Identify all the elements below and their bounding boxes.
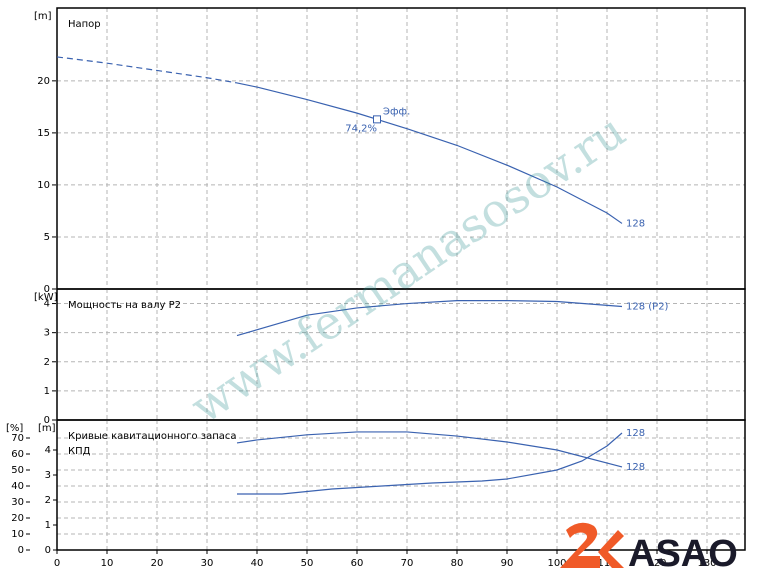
x-tick-label: 90 <box>501 558 514 569</box>
x-tick-label: 130 <box>697 558 716 569</box>
y-tick-label: 50 <box>11 465 24 476</box>
y-tick-label: 20 <box>37 76 50 87</box>
x-tick-label: 70 <box>401 558 414 569</box>
x-tick-label: 50 <box>301 558 314 569</box>
y-tick-label: 2 <box>44 357 50 368</box>
y-tick-label: 60 <box>11 449 24 460</box>
logo-icon <box>560 522 624 568</box>
curve <box>236 431 623 468</box>
y2-tick-label: 2 <box>45 495 51 506</box>
y-tick-label: 1 <box>44 386 50 397</box>
curve <box>236 300 623 337</box>
curve-label: 128 <box>626 462 645 473</box>
x-tick-label: 60 <box>351 558 364 569</box>
y-tick-label: 0 <box>44 284 50 295</box>
y-tick-label: 20 <box>11 513 24 524</box>
x-tick-label: 100 <box>547 558 566 569</box>
y-axis-label: [m] <box>34 11 52 22</box>
curve-label: 128 (P2) <box>626 301 669 312</box>
curve <box>56 56 238 84</box>
watermark: www.fermanasosov.ru <box>181 103 635 434</box>
y-tick-label: 70 <box>11 433 24 444</box>
efficiency-marker <box>373 115 381 124</box>
logo-text: ASAO <box>628 533 738 572</box>
x-tick-label: 110 <box>597 558 616 569</box>
curve <box>237 432 623 495</box>
y-tick-label: 4 <box>44 299 50 310</box>
annotation: 74,2% <box>345 123 377 134</box>
curve-label: 128 <box>626 218 645 229</box>
panel-subtitle: КПД <box>68 446 91 457</box>
panel-title: Мощность на валу P2 <box>68 300 181 311</box>
y2-axis-label: [m] <box>38 423 56 434</box>
x-tick-label: 20 <box>151 558 164 569</box>
x-tick-label: 0 <box>54 558 60 569</box>
panel-frame <box>56 419 746 551</box>
y-axis-label: [kW] <box>34 292 58 303</box>
x-tick-label: 10 <box>101 558 114 569</box>
annotation: Эфф. <box>383 106 410 117</box>
y-tick-label: 0 <box>44 415 50 426</box>
y-tick-label: 30 <box>11 497 24 508</box>
x-tick-label: 30 <box>201 558 214 569</box>
y-axis-label: [%] <box>6 423 23 434</box>
panel-title: Напор <box>68 19 101 30</box>
y2-tick-label: 0 <box>45 545 51 556</box>
y-tick-label: 3 <box>44 328 50 339</box>
x-tick-label: 40 <box>251 558 264 569</box>
y-tick-label: 10 <box>11 529 24 540</box>
y-tick-label: 15 <box>37 128 50 139</box>
y-tick-label: 10 <box>37 180 50 191</box>
y-tick-label: 5 <box>44 232 50 243</box>
x-tick-label: 120 <box>647 558 666 569</box>
curve-label: 128 <box>626 428 645 439</box>
y-tick-label: 0 <box>18 545 24 556</box>
x-tick-label: 80 <box>451 558 464 569</box>
panel-title: Кривые кавитационного запаса <box>68 431 237 442</box>
y2-tick-label: 1 <box>45 520 51 531</box>
y2-tick-label: 3 <box>45 470 51 481</box>
curve <box>236 82 623 224</box>
y-tick-label: 40 <box>11 481 24 492</box>
y2-tick-label: 4 <box>45 445 51 456</box>
